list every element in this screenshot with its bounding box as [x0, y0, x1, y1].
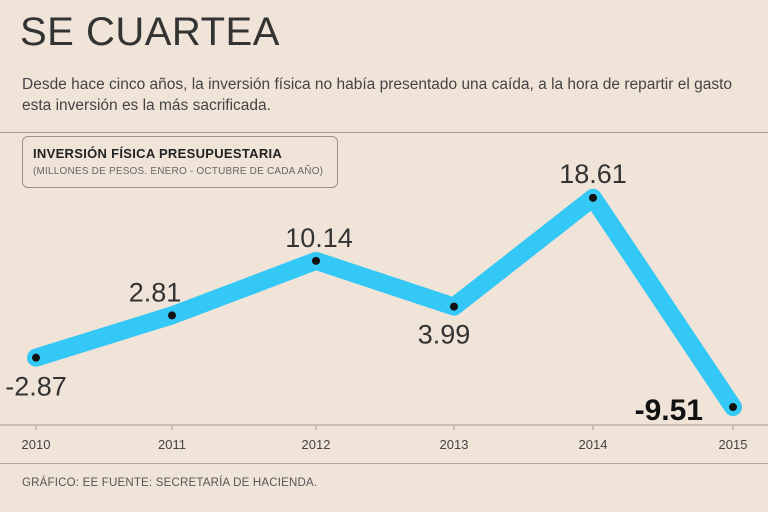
legend-subtitle: (MILLONES DE PESOS. ENERO - OCTUBRE DE C…	[33, 166, 324, 177]
x-label-2011: 2011	[158, 437, 186, 452]
data-points	[32, 193, 737, 412]
data-point-2015	[729, 403, 737, 412]
top-divider	[0, 132, 768, 133]
data-label-2014: 18.61	[559, 159, 627, 189]
x-axis-labels: 2010 2011 2012 2013 2014 2015	[22, 437, 748, 452]
data-point-2012	[312, 256, 320, 265]
data-point-2013	[450, 302, 458, 311]
x-label-2013: 2013	[440, 437, 469, 452]
data-point-2011	[168, 311, 176, 320]
x-axis-ticks	[35, 425, 734, 430]
data-label-2013: 3.99	[418, 320, 471, 350]
series-group	[27, 188, 742, 417]
legend-title: INVERSIÓN FÍSICA PRESUPUESTARIA	[33, 146, 283, 161]
data-label-2011: 2.81	[129, 277, 182, 307]
data-label-2015: -9.51	[635, 394, 703, 427]
x-label-2010: 2010	[22, 437, 51, 452]
data-label-2012: 10.14	[285, 223, 353, 253]
data-point-2014	[589, 193, 597, 202]
chart-legend-box: INVERSIÓN FÍSICA PRESUPUESTARIA (MILLONE…	[22, 136, 338, 188]
x-label-2015: 2015	[719, 437, 748, 452]
page-subtitle: Desde hace cinco años, la inversión físi…	[22, 76, 733, 114]
page-title: SE CUARTEA	[20, 10, 280, 54]
data-point-2010	[32, 353, 40, 362]
footer-divider	[0, 463, 768, 464]
x-label-2014: 2014	[579, 437, 608, 452]
data-labels: -2.87 2.81 10.14 3.99 18.61 -9.51	[5, 159, 703, 427]
source-note: GRÁFICO: EE FUENTE: SECRETARÍA DE HACIEN…	[22, 477, 318, 489]
series-line	[27, 188, 742, 417]
x-label-2012: 2012	[302, 437, 331, 452]
data-label-2010: -2.87	[5, 372, 67, 402]
